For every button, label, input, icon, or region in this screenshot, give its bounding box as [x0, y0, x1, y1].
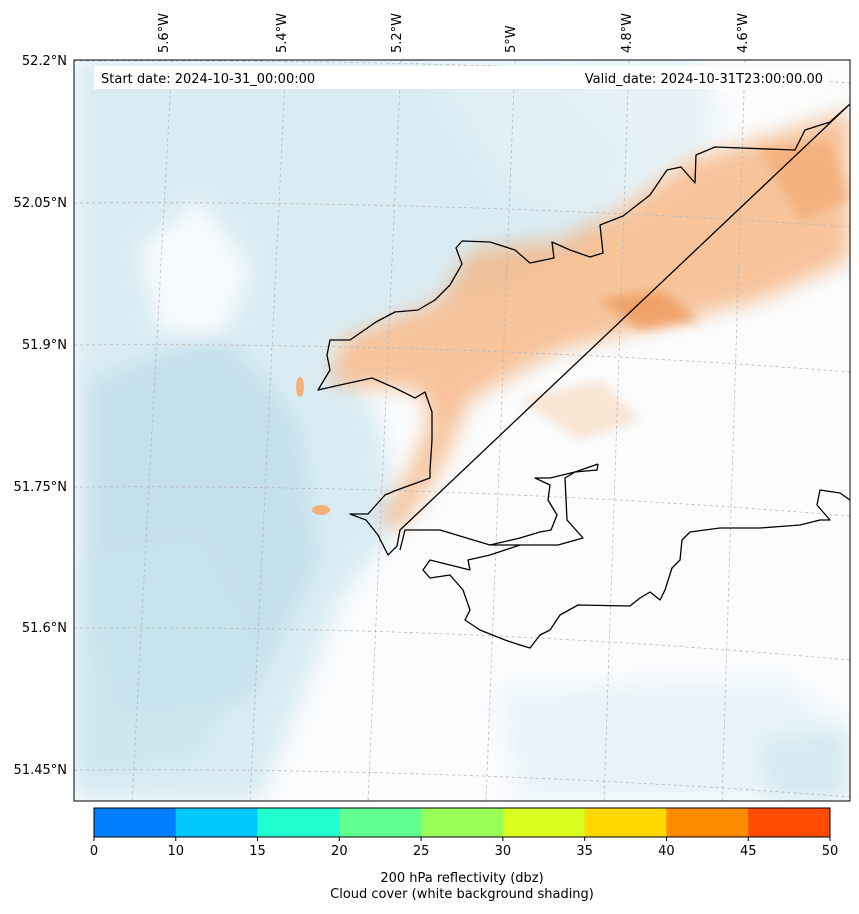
lat-label: 51.45°N: [14, 763, 67, 778]
lon-label: 4.6°W: [736, 13, 751, 53]
lon-label: 5.6°W: [157, 13, 172, 53]
lat-label: 51.6°N: [22, 621, 67, 636]
colorbar-segment: [748, 808, 831, 837]
map-frame: [73, 59, 851, 802]
reflectivity-shading: [296, 110, 850, 530]
lat-label: 52.2°N: [22, 54, 67, 69]
colorbar-tick-label: 50: [822, 844, 839, 859]
lon-label: 5.2°W: [390, 13, 405, 53]
lon-label: 4.8°W: [620, 13, 635, 53]
colorbar-segment: [94, 808, 177, 837]
colorbar-label: 200 hPa reflectivity (dbz) Cloud cover (…: [94, 871, 830, 903]
colorbar-tick-label: 40: [658, 844, 675, 859]
colorbar-segment: [175, 808, 259, 837]
colorbar-segment: [339, 808, 422, 837]
colorbar-tick-label: 10: [168, 844, 185, 859]
colorbar-segment: [502, 808, 586, 837]
coastline: [317, 103, 850, 649]
colorbar-label-line2: Cloud cover (white background shading): [330, 887, 594, 902]
latitude-labels: 52.2°N 52.05°N 51.9°N 51.75°N 51.6°N 51.…: [14, 54, 67, 778]
colorbar-frame: [93, 807, 831, 838]
colorbar-tick-label: 15: [249, 844, 266, 859]
graticule: [74, 60, 850, 801]
colorbar-tick-label: 35: [576, 844, 593, 859]
colorbar-tick-label: 0: [90, 844, 98, 859]
valid-date-label: Valid_date: 2024-10-31T23:00:00.00: [585, 72, 823, 87]
colorbar-tick-label: 20: [331, 844, 348, 859]
colorbar: 0 10 15 20 25 30 35 40 45 50: [90, 807, 839, 859]
colorbar-tick-label: 45: [740, 844, 757, 859]
lon-label: 5.4°W: [275, 13, 290, 53]
lat-label: 51.75°N: [14, 480, 67, 495]
colorbar-label-line1: 200 hPa reflectivity (dbz): [380, 871, 544, 886]
colorbar-segment: [666, 808, 749, 837]
date-header-band: [94, 66, 830, 89]
map-panel: [74, 60, 850, 801]
lon-label: 5°W: [504, 25, 519, 53]
colorbar-segment: [257, 808, 340, 837]
colorbar-segment: [421, 808, 504, 837]
colorbar-tick-label: 30: [495, 844, 512, 859]
colorbar-segment: [584, 808, 667, 837]
lat-label: 51.9°N: [22, 338, 67, 353]
start-date-label: Start date: 2024-10-31_00:00:00: [101, 72, 315, 87]
colorbar-tick-label: 25: [413, 844, 430, 859]
lat-label: 52.05°N: [14, 196, 67, 211]
longitude-labels: 5.6°W 5.4°W 5.2°W 5°W 4.8°W 4.6°W: [157, 13, 751, 53]
